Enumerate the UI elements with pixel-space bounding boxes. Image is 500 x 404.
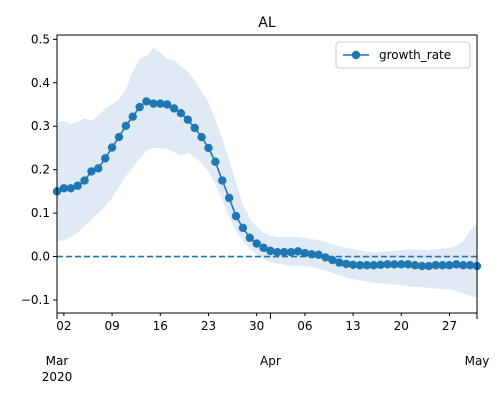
growth-rate-point (300, 248, 310, 258)
growth-rate-point (410, 261, 420, 270)
legend-marker-swatch (351, 50, 361, 60)
y-tick-label: 0.5 (31, 32, 50, 46)
growth-rate-point (348, 260, 358, 269)
growth-rate-point (328, 255, 337, 265)
growth-rate-point (176, 108, 186, 118)
growth-rate-point (204, 143, 213, 153)
growth-rate-point (465, 261, 475, 270)
growth-rate-point (59, 184, 69, 193)
legend-box (335, 41, 471, 69)
growth-rate-point (87, 167, 96, 176)
growth-rate-point (135, 102, 144, 112)
confidence-band-layer (57, 48, 477, 298)
growth-rate-point (238, 223, 248, 233)
growth-rate-point (94, 164, 103, 173)
growth-rate-point (142, 97, 151, 106)
legend-label: growth_rate (379, 48, 451, 62)
growth-rate-point (273, 247, 282, 257)
growth-rate-point (252, 239, 261, 248)
growth-rate-point (245, 233, 254, 243)
growth-rate-point (149, 99, 158, 108)
growth-rate-point (100, 154, 110, 163)
x-minor-tick-label: 06 (297, 319, 312, 333)
growth-rate-point (341, 259, 351, 269)
y-tick-label: 0.2 (31, 163, 50, 177)
growth-rate-point (211, 157, 220, 167)
growth-rate-point (107, 143, 117, 152)
growth-rate-point (369, 261, 378, 270)
growth-rate-point (383, 260, 392, 269)
x-minor-tick-label: 23 (201, 319, 216, 333)
growth-rate-point (156, 99, 165, 108)
growth-rate-point (355, 261, 365, 270)
growth-rate-point (397, 260, 406, 269)
growth-rate-point (362, 261, 372, 270)
growth-rate-point (452, 260, 461, 269)
axes-layer: −0.1 0.0 0.1 0.2 0.3 0.4 0.5 02 09 16 23 30 06 13 20 27… (21, 32, 490, 384)
growth-rate-point (314, 250, 323, 259)
growth-rate-point (190, 123, 199, 133)
growth-rate-point (218, 176, 227, 185)
chart-title: AL (258, 15, 276, 31)
growth-rate-point (66, 184, 75, 193)
growth-rate-point (266, 246, 275, 256)
growth-rate-point (231, 211, 241, 221)
x-minor-tick-label: 27 (442, 319, 457, 333)
growth-rate-point (197, 132, 206, 142)
growth-rate-point (376, 260, 385, 269)
confidence-band (57, 48, 477, 298)
y-tick-label: 0.4 (31, 76, 50, 90)
growth-rate-point (259, 243, 268, 253)
growth-rate-point (307, 250, 316, 259)
x-minor-tick-label: 30 (249, 319, 264, 333)
y-tick-label: 0.0 (31, 250, 50, 264)
growth-rate-point (293, 247, 303, 256)
growth-rate-point (80, 176, 89, 185)
growth-rate-point (459, 261, 468, 270)
y-tick-label: 0.1 (31, 206, 50, 220)
growth-rate-point (73, 181, 82, 190)
growth-rate-point (445, 261, 454, 270)
growth-rate-point (183, 115, 193, 124)
growth-rate-point (438, 261, 447, 270)
x-major-tick-label: May (465, 354, 490, 368)
x-major-tick-label: Mar (46, 354, 69, 368)
growth-rate-point (114, 132, 124, 142)
x-minor-tick-label: 20 (394, 319, 409, 333)
x-year-label: 2020 (42, 370, 73, 384)
growth-rate-point (390, 260, 399, 269)
growth-rate-point (335, 258, 344, 267)
plot-frame (56, 34, 478, 314)
growth-rate-point (431, 261, 440, 270)
x-minor-tick-label: 16 (153, 319, 168, 333)
growth-rate-point (424, 261, 434, 271)
growth-rate-point (280, 247, 289, 257)
growth-rate-point (169, 104, 179, 113)
legend: growth_rate (335, 41, 471, 69)
growth-rate-point (121, 121, 131, 130)
growth-rate-point (403, 260, 413, 269)
x-minor-tick-label: 02 (56, 319, 71, 333)
x-major-tick-label: Apr (260, 354, 281, 368)
x-minor-tick-label: 09 (104, 319, 119, 333)
growth-rate-point (224, 193, 234, 203)
growth-rate-point (286, 247, 296, 257)
growth-rate-point (162, 100, 172, 109)
y-tick-label: 0.3 (31, 119, 50, 133)
growth-rate-point (417, 261, 427, 271)
growth-rate-point (128, 112, 137, 121)
y-tick-label: −0.1 (21, 293, 50, 307)
x-minor-tick-label: 13 (345, 319, 360, 333)
growth-rate-point (321, 253, 330, 262)
